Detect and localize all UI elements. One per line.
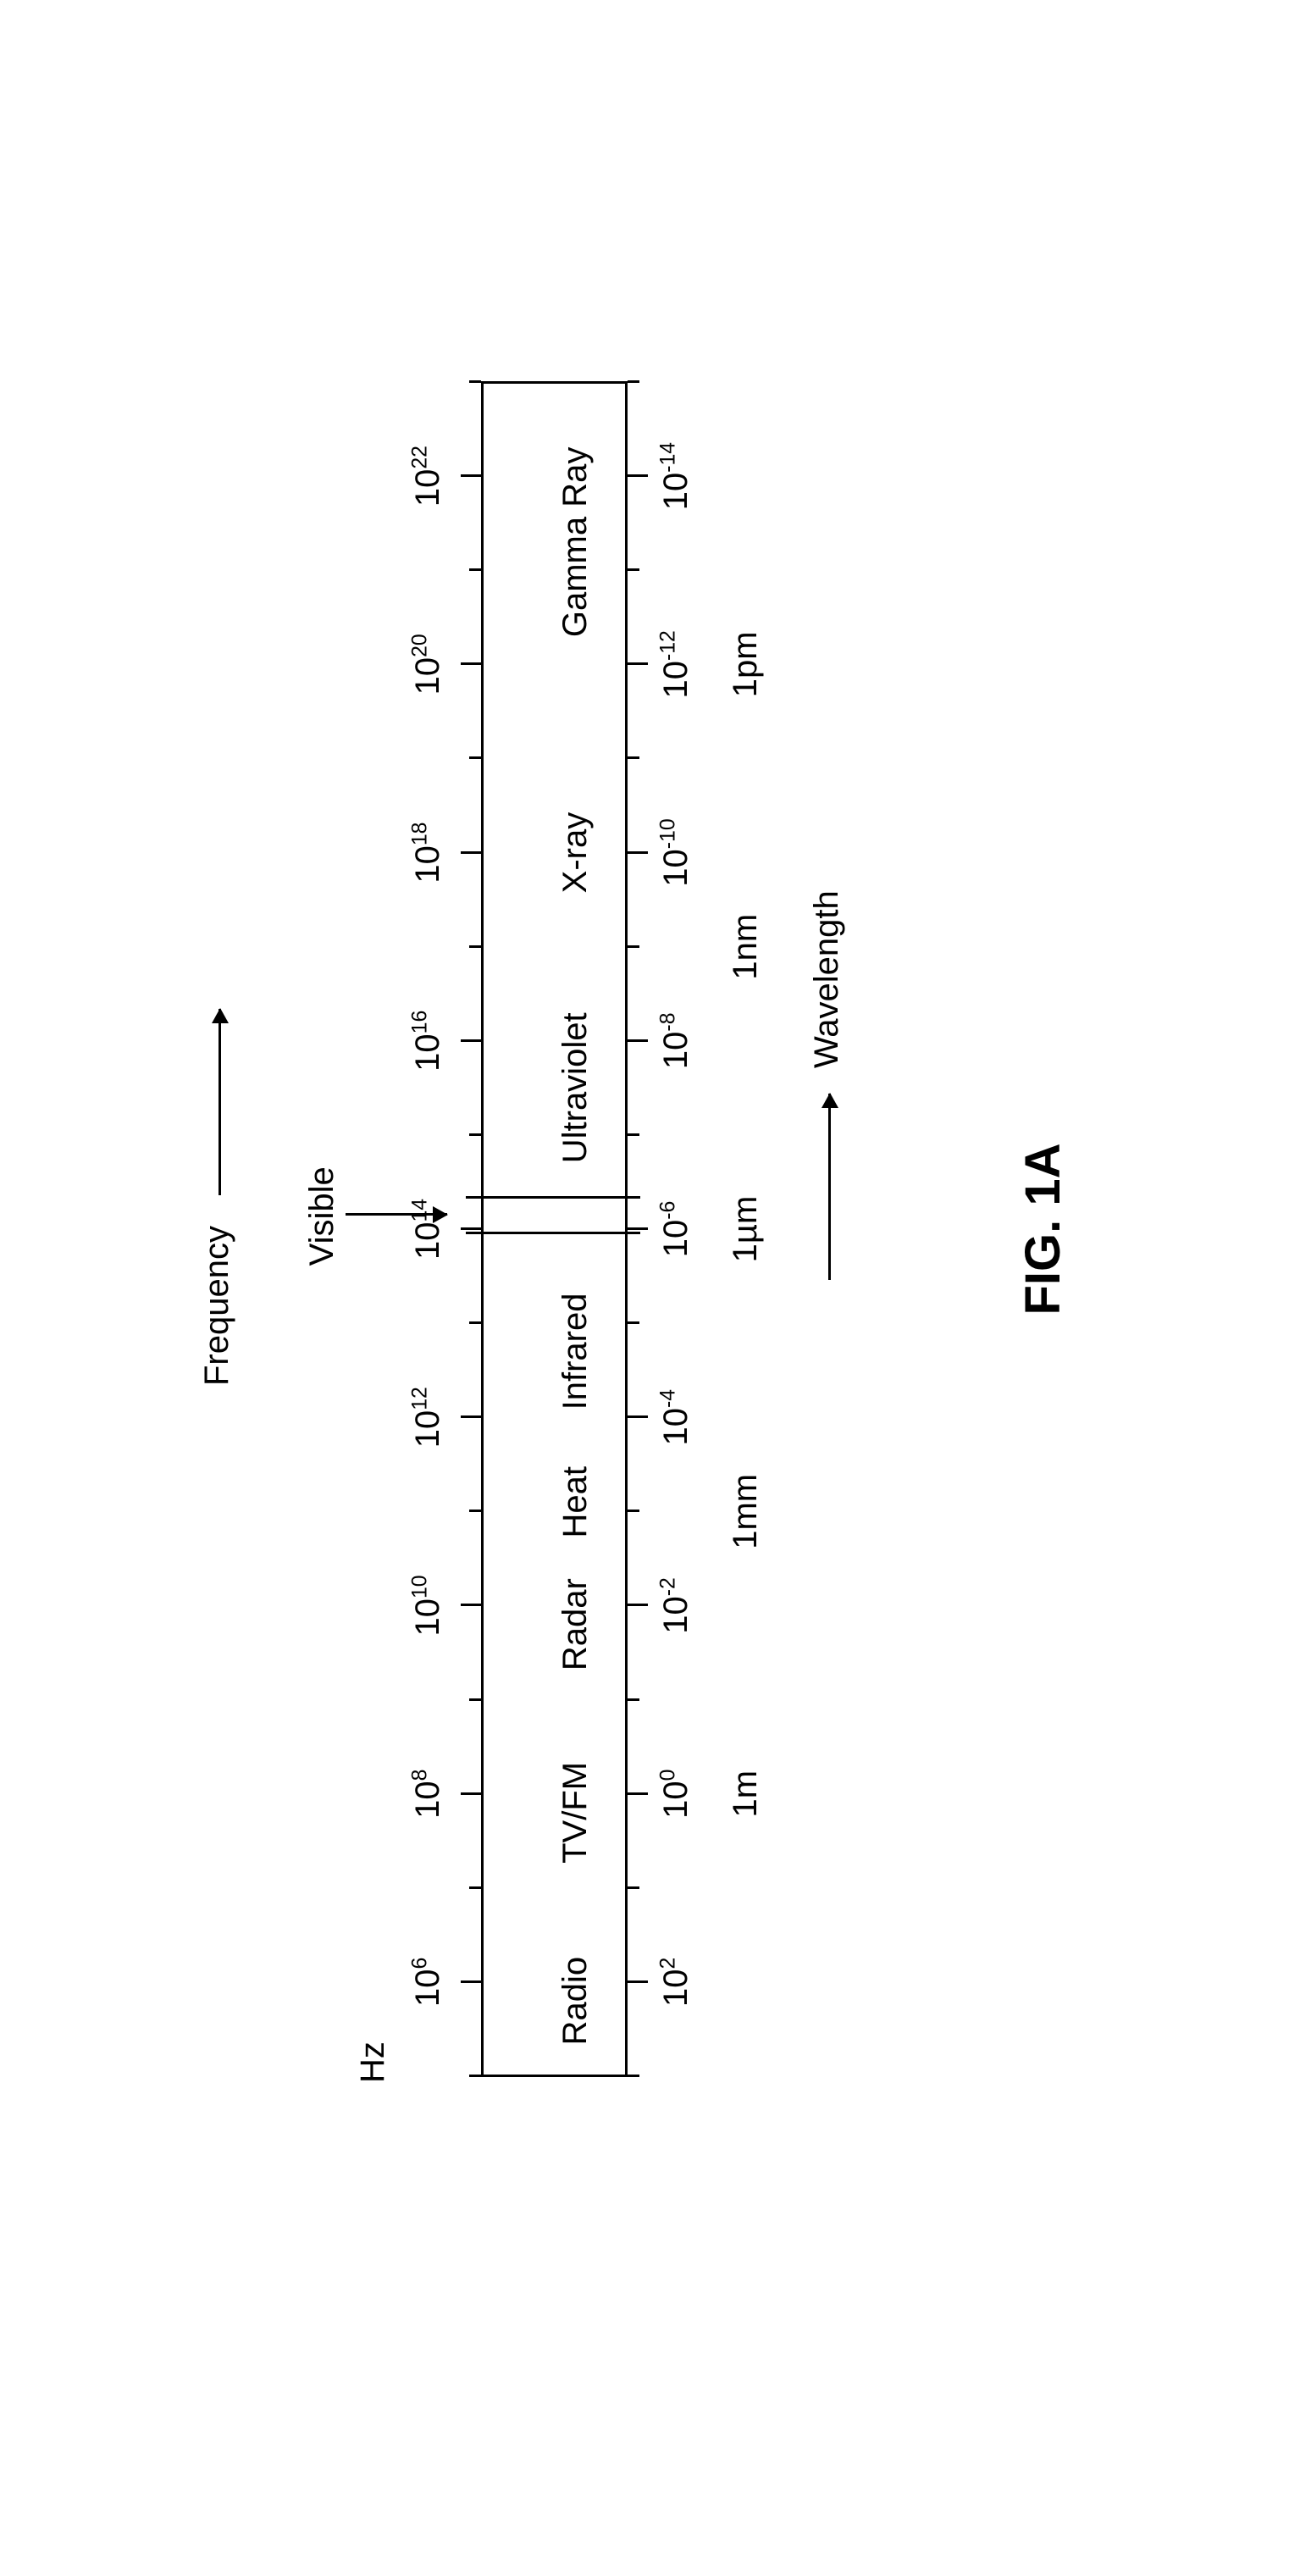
wave-tick bbox=[628, 1604, 648, 1606]
freq-tick-label: 1016 bbox=[409, 1010, 447, 1071]
freq-tick-label: 1010 bbox=[409, 1575, 447, 1636]
wave-tick bbox=[628, 1321, 639, 1324]
wave-tick-label: 10-12 bbox=[657, 630, 695, 698]
freq-tick bbox=[461, 1604, 481, 1606]
wave-tick bbox=[628, 850, 648, 853]
freq-tick-label: 108 bbox=[409, 1769, 447, 1818]
wave-tick bbox=[628, 756, 639, 759]
wave-tick bbox=[628, 1039, 648, 1041]
wave-tick bbox=[628, 1133, 639, 1135]
wave-tick bbox=[628, 474, 648, 477]
band-label: Heat bbox=[556, 1465, 595, 1537]
rotated-stage: Frequency Visible Hz 106 108 1010 1012 1014 1016… bbox=[185, 357, 1116, 2220]
freq-tick bbox=[469, 1886, 481, 1888]
freq-tick bbox=[469, 756, 481, 759]
wave-tick bbox=[628, 1886, 639, 1888]
band-label: Gamma Ray bbox=[556, 446, 595, 637]
em-spectrum-diagram: Frequency Visible Hz 106 108 1010 1012 1014 1016… bbox=[185, 357, 1116, 2220]
freq-tick bbox=[461, 662, 481, 665]
freq-tick bbox=[469, 945, 481, 947]
freq-tick-label: 1012 bbox=[409, 1387, 447, 1448]
visible-label: Visible bbox=[303, 1166, 341, 1266]
freq-tick bbox=[469, 568, 481, 571]
wave-tick bbox=[628, 1792, 648, 1794]
wave-tick bbox=[628, 945, 639, 947]
wave-tick-label: 100 bbox=[657, 1769, 695, 1818]
freq-tick bbox=[461, 1792, 481, 1794]
wavelength-arrow bbox=[828, 1094, 831, 1280]
wave-tick bbox=[628, 2075, 639, 2077]
freq-tick-label: 1018 bbox=[409, 822, 447, 883]
freq-tick bbox=[469, 1321, 481, 1324]
wave-tick bbox=[628, 1980, 648, 1982]
band-label: Radio bbox=[556, 1956, 595, 2045]
wavelength-arrow-label: Wavelength bbox=[808, 890, 846, 1068]
wave-tick bbox=[628, 568, 639, 571]
band-label: TV/FM bbox=[556, 1761, 595, 1863]
freq-tick bbox=[461, 474, 481, 477]
wave-tick bbox=[628, 1415, 648, 1418]
wave-unit-label: 1nm bbox=[727, 913, 765, 979]
freq-tick bbox=[469, 380, 481, 383]
freq-tick bbox=[461, 1415, 481, 1418]
figure-title: FIG. 1A bbox=[1015, 1143, 1071, 1315]
wave-unit-label: 1mm bbox=[727, 1473, 765, 1548]
freq-tick-label: 1022 bbox=[409, 446, 447, 507]
bar-end-left bbox=[481, 2075, 628, 2077]
band-label: Ultraviolet bbox=[556, 1012, 595, 1163]
wave-tick-label: 10-14 bbox=[657, 441, 695, 509]
band-label: X-ray bbox=[556, 812, 595, 893]
band-label: Radar bbox=[556, 1578, 595, 1670]
wave-tick-label: 10-10 bbox=[657, 818, 695, 886]
wave-tick bbox=[628, 380, 639, 383]
wave-tick bbox=[628, 1698, 639, 1700]
freq-tick bbox=[461, 1039, 481, 1041]
freq-tick bbox=[469, 2075, 481, 2077]
freq-tick bbox=[469, 1698, 481, 1700]
freq-tick-label: 1014 bbox=[409, 1198, 447, 1259]
wave-tick bbox=[628, 662, 648, 665]
hz-unit: Hz bbox=[354, 2041, 392, 2083]
band-label: Infrared bbox=[556, 1293, 595, 1410]
bar-end-right bbox=[481, 381, 628, 384]
frequency-arrow-label: Frequency bbox=[198, 1226, 236, 1386]
freq-tick-label: 106 bbox=[409, 1957, 447, 2006]
freq-tick bbox=[469, 1133, 481, 1135]
freq-tick bbox=[469, 1510, 481, 1512]
wave-tick-label: 10-4 bbox=[657, 1388, 695, 1445]
wave-tick bbox=[628, 1227, 648, 1230]
wave-unit-label: 1µm bbox=[727, 1195, 765, 1262]
freq-tick bbox=[461, 1980, 481, 1982]
frequency-arrow bbox=[219, 1009, 221, 1195]
wave-tick-label: 10-8 bbox=[657, 1012, 695, 1069]
wave-unit-label: 1m bbox=[727, 1770, 765, 1817]
freq-tick-label: 1020 bbox=[409, 634, 447, 695]
wave-tick-label: 10-6 bbox=[657, 1200, 695, 1257]
wave-tick-label: 102 bbox=[657, 1957, 695, 2006]
wave-tick bbox=[628, 1510, 639, 1512]
visible-band-marker bbox=[466, 1196, 640, 1233]
wave-unit-label: 1pm bbox=[727, 631, 765, 697]
freq-tick bbox=[461, 850, 481, 853]
wave-tick-label: 10-2 bbox=[657, 1577, 695, 1634]
